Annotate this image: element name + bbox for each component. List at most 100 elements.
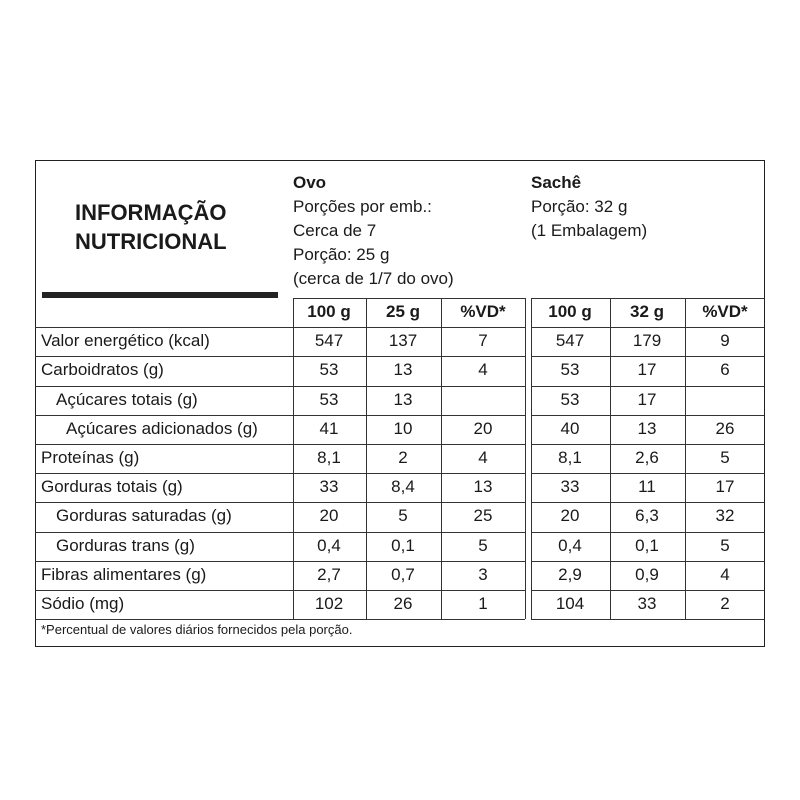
row-label: Proteínas (g) bbox=[41, 448, 140, 467]
cell: 9 bbox=[720, 331, 730, 351]
cell: 4 bbox=[720, 564, 730, 584]
grid-line bbox=[35, 414, 525, 416]
cell: 11 bbox=[638, 477, 656, 497]
cell: 13 bbox=[393, 360, 413, 380]
cell: 17 bbox=[637, 360, 657, 380]
cell: 26 bbox=[715, 418, 735, 438]
column-header: 100 g bbox=[548, 302, 592, 321]
grid-line bbox=[531, 619, 764, 621]
grid-line bbox=[366, 298, 367, 620]
cell: 40 bbox=[560, 418, 580, 438]
group-line: (1 Embalagem) bbox=[531, 221, 648, 240]
grid-line bbox=[35, 444, 525, 445]
cell: 3 bbox=[478, 564, 488, 584]
cell: 13 bbox=[473, 477, 493, 497]
cell: 20 bbox=[560, 506, 580, 526]
grid-line bbox=[531, 473, 764, 475]
column-header: 100 g bbox=[307, 302, 351, 321]
cell: 2,9 bbox=[558, 564, 582, 584]
grid-line bbox=[531, 502, 764, 504]
cell: 137 bbox=[388, 331, 418, 351]
cell: 8,1 bbox=[558, 448, 582, 467]
cell: 2 bbox=[720, 594, 730, 613]
grid-line bbox=[531, 356, 764, 358]
cell: 33 bbox=[319, 477, 339, 497]
cell: 25 bbox=[473, 506, 493, 526]
cell: 7 bbox=[478, 331, 488, 351]
cell: 53 bbox=[319, 389, 339, 409]
cell: 179 bbox=[632, 331, 662, 351]
cell: 5 bbox=[398, 506, 408, 526]
grid-line bbox=[531, 327, 764, 329]
row-label: Sódio (mg) bbox=[41, 594, 125, 613]
grid-line bbox=[35, 502, 525, 504]
group-name: Sachê bbox=[531, 173, 582, 192]
grid-line bbox=[293, 298, 525, 299]
cell: 17 bbox=[637, 389, 657, 409]
cell: 41 bbox=[319, 418, 339, 438]
cell: 4 bbox=[478, 360, 488, 380]
grid-line bbox=[35, 385, 525, 387]
grid-line bbox=[35, 473, 525, 475]
cell: 1 bbox=[478, 594, 488, 613]
column-header: 25 g bbox=[385, 302, 421, 321]
cell: 33 bbox=[637, 594, 657, 613]
cell: 13 bbox=[637, 418, 657, 438]
row-label: Gorduras saturadas (g) bbox=[56, 506, 232, 526]
grid-line bbox=[525, 298, 526, 620]
group-line: Porção: 32 g bbox=[531, 197, 628, 216]
grid-line bbox=[531, 560, 764, 562]
row-label: Valor energético (kcal) bbox=[41, 331, 210, 351]
cell: 13 bbox=[393, 389, 413, 409]
group-name: Ovo bbox=[293, 173, 327, 192]
title-line: NUTRICIONAL bbox=[75, 229, 227, 254]
cell: 53 bbox=[560, 360, 580, 380]
grid-line bbox=[531, 298, 764, 299]
grid-line bbox=[531, 385, 764, 387]
cell: 0,4 bbox=[558, 535, 582, 555]
column-header: %VD* bbox=[702, 302, 748, 321]
cell: 32 bbox=[715, 506, 735, 526]
cell: 547 bbox=[555, 331, 585, 351]
cell: 8,1 bbox=[317, 448, 341, 467]
cell: 0,1 bbox=[635, 535, 659, 555]
row-label: Fibras alimentares (g) bbox=[41, 564, 207, 584]
cell: 2 bbox=[398, 448, 408, 467]
grid-line bbox=[35, 327, 525, 329]
cell: 6 bbox=[720, 360, 730, 380]
cell: 0,7 bbox=[391, 564, 415, 584]
cell: 20 bbox=[473, 418, 493, 438]
title-bar bbox=[42, 292, 278, 298]
cell: 547 bbox=[314, 331, 344, 351]
row-label: Açúcares adicionados (g) bbox=[66, 418, 258, 438]
table-frame bbox=[35, 160, 765, 647]
grid-line bbox=[531, 414, 764, 416]
cell: 6,3 bbox=[635, 506, 659, 526]
cell: 5 bbox=[478, 535, 488, 555]
group-line: Cerca de 7 bbox=[293, 221, 377, 240]
grid-line bbox=[293, 298, 294, 620]
grid-line bbox=[531, 531, 764, 533]
cell: 104 bbox=[555, 594, 585, 613]
grid-line bbox=[531, 590, 764, 591]
cell: 10 bbox=[393, 418, 413, 438]
cell: 53 bbox=[560, 389, 580, 409]
cell: 26 bbox=[393, 594, 413, 613]
cell: 33 bbox=[560, 477, 580, 497]
grid-line bbox=[35, 619, 525, 621]
group-line: Porção: 25 g bbox=[293, 245, 390, 264]
grid-line bbox=[685, 298, 686, 620]
grid-line bbox=[35, 590, 525, 591]
cell: 20 bbox=[319, 506, 339, 526]
grid-line bbox=[441, 298, 442, 620]
cell: 5 bbox=[720, 535, 730, 555]
column-header: 32 g bbox=[629, 302, 665, 321]
group-line: Porções por emb.: bbox=[293, 197, 432, 216]
cell: 0,1 bbox=[391, 535, 415, 555]
row-label: Açúcares totais (g) bbox=[56, 389, 198, 409]
cell: 102 bbox=[314, 594, 344, 613]
group-line: (cerca de 1/7 do ovo) bbox=[293, 269, 454, 288]
footnote: *Percentual de valores diários fornecido… bbox=[41, 622, 353, 637]
grid-line bbox=[610, 298, 611, 620]
title-line: INFORMAÇÃO bbox=[75, 200, 227, 225]
